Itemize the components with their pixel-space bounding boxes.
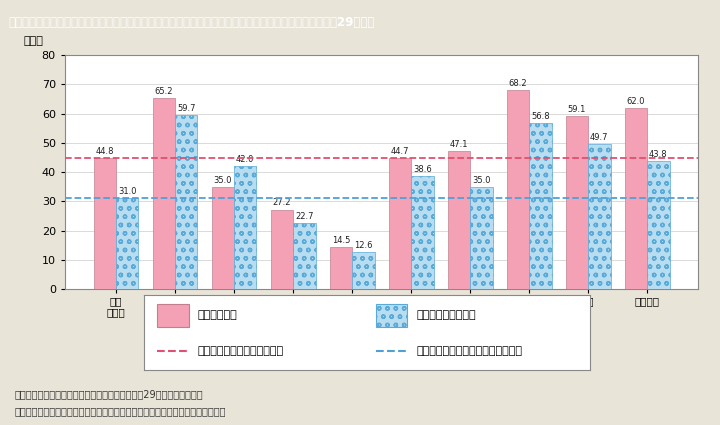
FancyBboxPatch shape xyxy=(158,304,189,327)
Bar xyxy=(212,187,234,289)
Bar xyxy=(293,223,315,289)
Text: 31.0: 31.0 xyxy=(118,187,137,196)
Bar xyxy=(389,159,411,289)
Text: 65.2: 65.2 xyxy=(155,88,173,96)
Bar xyxy=(271,210,293,289)
Text: （％）: （％） xyxy=(24,36,43,46)
Bar xyxy=(153,99,175,289)
Text: 27.2: 27.2 xyxy=(273,198,291,207)
Text: 35.0: 35.0 xyxy=(472,176,490,185)
FancyBboxPatch shape xyxy=(376,304,408,327)
Text: 大学（学部）: 大学（学部） xyxy=(197,310,238,320)
Text: 43.8: 43.8 xyxy=(649,150,667,159)
Text: 47.1: 47.1 xyxy=(450,140,468,149)
Text: 56.8: 56.8 xyxy=(531,112,549,121)
Text: 68.2: 68.2 xyxy=(508,79,527,88)
Bar xyxy=(529,123,552,289)
Text: 12.6: 12.6 xyxy=(354,241,372,250)
Bar xyxy=(330,246,352,289)
Text: 44.8: 44.8 xyxy=(96,147,114,156)
Text: 59.1: 59.1 xyxy=(568,105,586,114)
Bar xyxy=(588,144,611,289)
Text: 38.6: 38.6 xyxy=(413,165,432,174)
Bar xyxy=(94,158,116,289)
Text: 専攻分野計（大学（学部））: 専攻分野計（大学（学部）） xyxy=(197,346,284,356)
Text: 59.7: 59.7 xyxy=(177,104,196,113)
Bar xyxy=(234,166,256,289)
Text: 専攻分野計（大学院（修士課程））: 専攻分野計（大学院（修士課程）） xyxy=(416,346,522,356)
Bar xyxy=(625,108,647,289)
Bar xyxy=(470,187,492,289)
Text: 14.5: 14.5 xyxy=(332,235,350,244)
Bar xyxy=(507,90,529,289)
Text: 22.7: 22.7 xyxy=(295,212,313,221)
Bar xyxy=(647,161,670,289)
Text: 62.0: 62.0 xyxy=(626,97,645,106)
Bar xyxy=(352,252,374,289)
Text: 49.7: 49.7 xyxy=(590,133,608,142)
Text: （備考）１．文部科学省「学校基本調査」（平成29年度）より作成。: （備考）１．文部科学省「学校基本調査」（平成29年度）より作成。 xyxy=(14,389,203,399)
Text: 大学院（修士課程）: 大学院（修士課程） xyxy=(416,310,476,320)
Bar xyxy=(116,198,138,289)
Text: 44.7: 44.7 xyxy=(391,147,409,156)
Text: Ｉ－５－４図　大学（学部）及び大学院（修士課程）学生に占める女子学生の割合　（専攻分野別，平成29年度）: Ｉ－５－４図 大学（学部）及び大学院（修士課程）学生に占める女子学生の割合 （専… xyxy=(9,16,375,29)
Text: 35.0: 35.0 xyxy=(214,176,232,185)
Text: ２．その他等は「商船」，「家政」，「芸術」及び「その他」の合計。: ２．その他等は「商船」，「家政」，「芸術」及び「その他」の合計。 xyxy=(14,406,226,416)
Bar xyxy=(411,176,433,289)
Bar xyxy=(448,151,470,289)
Text: 42.0: 42.0 xyxy=(236,155,254,164)
Bar xyxy=(175,115,197,289)
Bar xyxy=(566,116,588,289)
